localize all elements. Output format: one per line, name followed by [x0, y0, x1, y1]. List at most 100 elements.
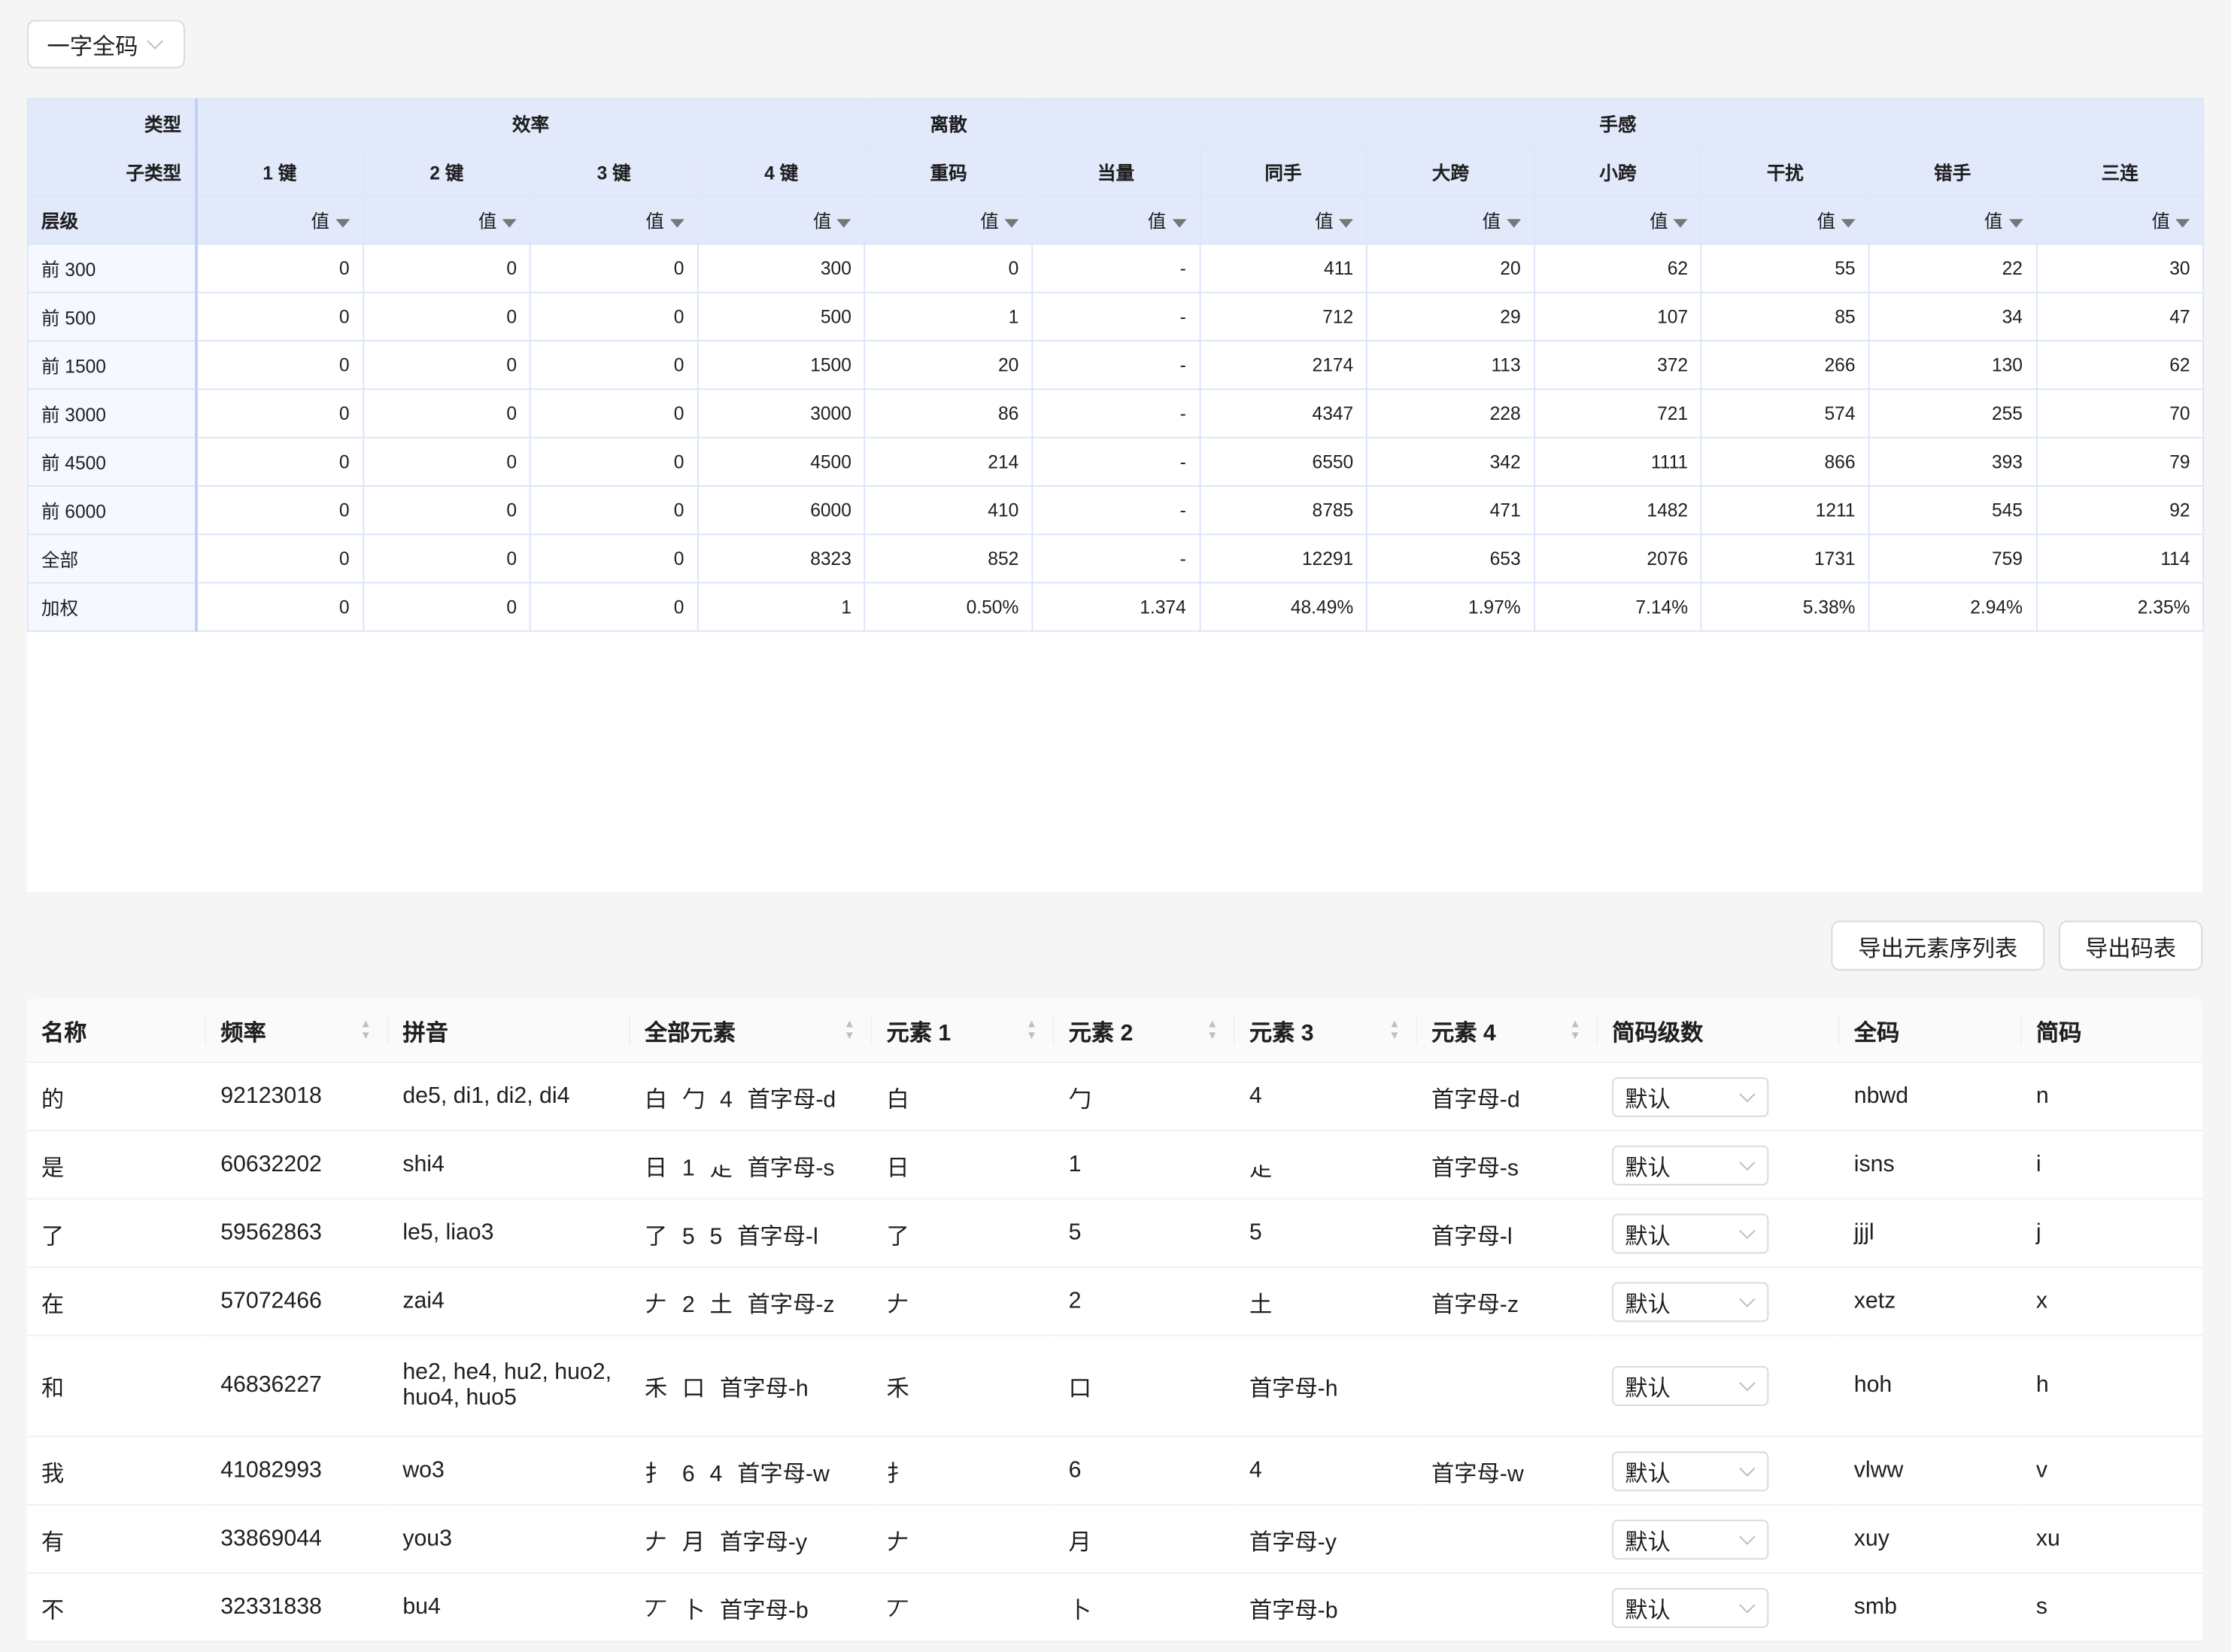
value-sort-header[interactable]: 值 — [362, 195, 531, 245]
column-header[interactable]: 元素 4 ▲ ▼ — [1417, 998, 1598, 1064]
value-sort-header[interactable]: 值 — [530, 195, 699, 245]
column-divider — [1416, 1016, 1418, 1045]
cell-e4 — [1417, 1335, 1598, 1438]
caret-down-icon[interactable] — [1841, 218, 1856, 227]
cell-text: smb — [1853, 1594, 1897, 1619]
sort-icon[interactable]: ▲ ▼ — [1389, 1017, 1401, 1042]
cell-level: 默认 — [1598, 1267, 1840, 1337]
value-cell: 410 — [864, 485, 1034, 536]
chevron-down-icon — [1739, 1459, 1756, 1476]
sort-icon[interactable]: ▲ ▼ — [360, 1017, 372, 1042]
cell-text: 46836227 — [220, 1373, 322, 1398]
scheme-select[interactable]: 一字全码 — [26, 20, 185, 68]
cell-freq: 32331838 — [206, 1573, 389, 1642]
value-cell: 0 — [362, 340, 531, 390]
value-sort-header[interactable]: 值 — [2035, 195, 2205, 245]
value-sort-header[interactable]: 值 — [1198, 195, 1368, 245]
cell-pinyin: le5, liao3 — [388, 1198, 630, 1268]
subtype-header: 1 键 — [195, 146, 364, 197]
sort-icon[interactable]: ▲ ▼ — [1569, 1017, 1581, 1042]
value-cell: 22 — [1868, 243, 2037, 293]
value-cell: 62 — [2035, 340, 2205, 390]
caret-down-icon[interactable] — [2008, 218, 2023, 227]
cell-pinyin: bu4 — [388, 1573, 630, 1642]
level-select[interactable]: 默认 — [1612, 1281, 1769, 1322]
level-select[interactable]: 默认 — [1612, 1587, 1769, 1628]
value-cell: 107 — [1533, 291, 1703, 342]
value-cell: 0 — [530, 340, 699, 390]
value-sort-header[interactable]: 值 — [1868, 195, 2037, 245]
caret-down-icon[interactable] — [335, 218, 350, 227]
cell-pinyin: de5, di1, di2, di4 — [388, 1062, 630, 1131]
value-sort-header[interactable]: 值 — [195, 195, 364, 245]
value-label: 值 — [478, 210, 497, 232]
cell-e1: 白 — [872, 1062, 1055, 1131]
level-select[interactable]: 默认 — [1612, 1144, 1769, 1185]
value-sort-header[interactable]: 值 — [1533, 195, 1703, 245]
level-select[interactable]: 默认 — [1612, 1076, 1769, 1116]
value-cell: 6550 — [1198, 436, 1368, 487]
pivot-row: 前 4500 0 0 0 4500 214-6550 342 1111 866 393 79 — [26, 436, 2205, 487]
column-label: 简码 — [2035, 1022, 2082, 1046]
value-cell: - — [1031, 533, 1200, 584]
chevron-down-icon — [1739, 1290, 1756, 1307]
cell-text: 龰 — [1249, 1155, 1273, 1181]
caret-down-icon[interactable] — [1339, 218, 1354, 227]
cell-e1: 了 — [872, 1198, 1055, 1268]
caret-down-icon[interactable] — [1506, 218, 1521, 227]
level-select[interactable]: 默认 — [1612, 1519, 1769, 1559]
caret-down-icon[interactable] — [1674, 218, 1689, 227]
cell-text: 𠂇 — [886, 1292, 909, 1317]
caret-down-icon[interactable] — [669, 218, 684, 227]
column-header[interactable]: 元素 3 ▲ ▼ — [1234, 998, 1418, 1064]
value-cell: 2076 — [1533, 533, 1703, 584]
level-select[interactable]: 默认 — [1612, 1450, 1769, 1491]
column-header[interactable]: 元素 1 ▲ ▼ — [872, 998, 1055, 1064]
cell-text: you3 — [402, 1526, 452, 1550]
level-select[interactable]: 默认 — [1612, 1213, 1769, 1253]
value-cell: 114 — [2035, 533, 2205, 584]
value-cell: 866 — [1701, 436, 1870, 487]
subtype-header: 重码 — [864, 146, 1034, 197]
level-select[interactable]: 默认 — [1612, 1365, 1769, 1406]
pivot-row: 前 500 0 0 0 500 1-712 29 107 85 34 47 — [26, 291, 2205, 342]
level-select-value: 默认 — [1625, 1088, 1671, 1113]
subtype-header: 三连 — [2035, 146, 2205, 197]
value-sort-header[interactable]: 值 — [1366, 195, 1535, 245]
cell-e4: 首字母-d — [1417, 1062, 1598, 1131]
cell-name: 和 — [26, 1335, 207, 1438]
value-cell: 342 — [1366, 436, 1535, 487]
value-label: 值 — [1650, 210, 1668, 232]
caret-down-icon[interactable] — [502, 218, 518, 227]
cell-text: 首字母-b — [1249, 1599, 1338, 1623]
caret-down-icon[interactable] — [1004, 218, 1019, 227]
cell-text: 首字母-l — [1431, 1224, 1513, 1249]
pivot-row: 前 3000 0 0 0 3000 86-4347 228 721 574 255 70 — [26, 388, 2205, 439]
table-row: 有 33869044 you3 𠂇 月 首字母-y 𠂇 月 首字母-y 默认 xuy xu — [26, 1505, 2203, 1575]
column-header[interactable]: 频率 ▲ ▼ — [206, 998, 389, 1064]
pivot-row: 全部 0 0 0 8323 852-12291 653 2076 1731 759 114 — [26, 533, 2205, 584]
caret-down-icon[interactable] — [836, 218, 851, 227]
level-cell: 全部 — [26, 533, 197, 584]
column-header[interactable]: 全部元素 ▲ ▼ — [630, 998, 873, 1064]
value-cell: 1.374 — [1031, 582, 1200, 632]
value-cell: 574 — [1701, 388, 1870, 439]
level-select-value: 默认 — [1625, 1377, 1671, 1402]
cell-text: hoh — [1853, 1373, 1893, 1398]
sort-icon[interactable]: ▲ ▼ — [843, 1017, 855, 1042]
value-sort-header[interactable]: 值 — [864, 195, 1034, 245]
sort-icon[interactable]: ▲ ▼ — [1207, 1017, 1219, 1042]
value-sort-header[interactable]: 值 — [1701, 195, 1870, 245]
export-table-button[interactable]: 导出码表 — [2059, 920, 2203, 971]
column-header[interactable]: 元素 2 ▲ ▼ — [1054, 998, 1235, 1064]
caret-down-icon[interactable] — [2175, 218, 2190, 227]
pivot-row: 前 6000 0 0 0 6000 410-8785 471 1482 1211 545 92 — [26, 485, 2205, 536]
chevron-down-icon — [1739, 1528, 1756, 1544]
value-sort-header[interactable]: 值 — [1031, 195, 1200, 245]
caret-down-icon[interactable] — [1171, 218, 1186, 227]
level-cell: 加权 — [26, 582, 197, 632]
sort-icon[interactable]: ▲ ▼ — [1025, 1017, 1037, 1042]
value-sort-header[interactable]: 值 — [697, 195, 866, 245]
cell-all: 白 勹 4 首字母-d — [630, 1062, 873, 1131]
export-elements-button[interactable]: 导出元素序列表 — [1831, 920, 2045, 971]
